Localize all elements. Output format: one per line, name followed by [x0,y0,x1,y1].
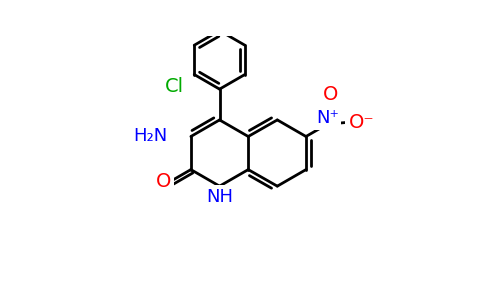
Text: NH: NH [206,188,233,206]
Text: N⁺: N⁺ [316,109,339,127]
Text: O⁻: O⁻ [348,113,374,132]
Text: O: O [156,172,171,191]
Text: H₂N: H₂N [134,128,168,146]
Text: O: O [323,85,338,104]
Text: Cl: Cl [165,76,184,95]
